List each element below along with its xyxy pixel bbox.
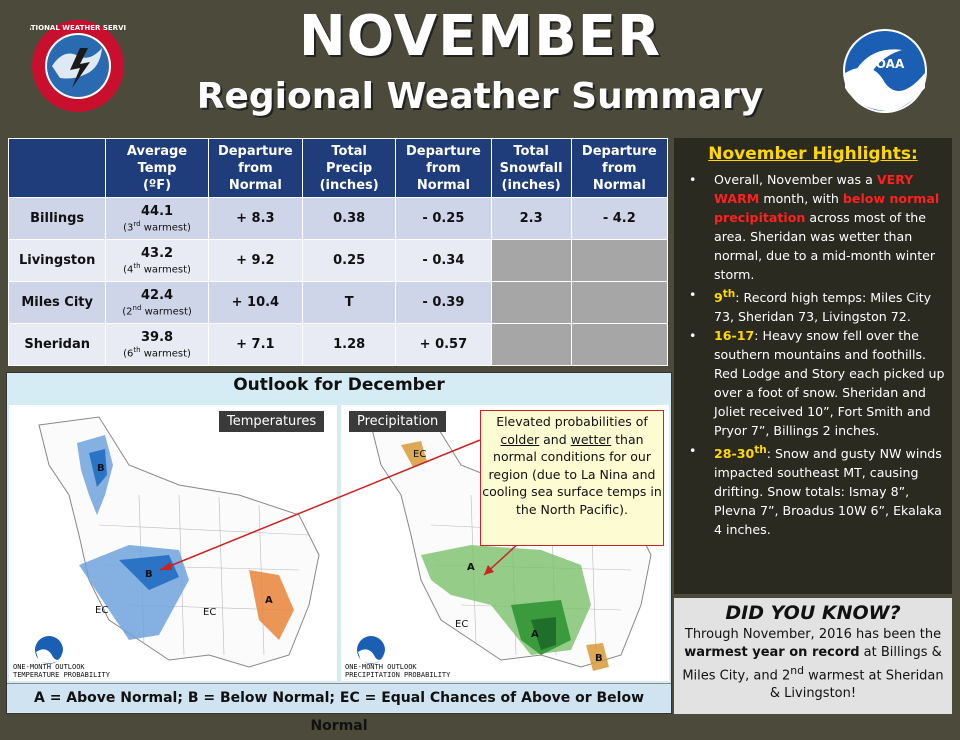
- total-snowfall: [490, 239, 572, 282]
- precip-departure: + 0.57: [395, 323, 492, 366]
- snow-departure: [570, 281, 669, 324]
- snow-departure: - 4.2: [570, 197, 669, 240]
- temp-departure: + 7.1: [207, 323, 304, 366]
- header-avg-temp: Average Temp (ºF): [105, 138, 209, 198]
- temperatures-tag: Temperatures: [219, 411, 325, 432]
- table-row: Billings 44.1 (3rd warmest) + 8.3 0.38 - …: [7, 197, 669, 240]
- noaa-logo-icon: NOAA: [843, 29, 927, 113]
- avg-temp: 44.1: [140, 203, 174, 219]
- outlook-callout: Elevated probabilities of colder and wet…: [480, 410, 664, 546]
- header-blank: [7, 138, 107, 198]
- precip-departure: - 0.39: [395, 281, 492, 324]
- svg-text:EC: EC: [413, 449, 426, 460]
- avg-temp: 43.2: [140, 245, 174, 261]
- bullet-icon: •: [689, 327, 697, 343]
- table-row: Livingston 43.2 (4th warmest) + 9.2 0.25 …: [7, 239, 669, 282]
- header-precip-departure: Departure from Normal: [395, 138, 492, 198]
- total-precip: 1.28: [301, 323, 397, 366]
- page-title: NOVEMBER: [298, 4, 662, 69]
- table-row: Sheridan 39.8 (6th warmest) + 7.1 1.28 + …: [7, 323, 669, 366]
- did-you-know-title: DID YOU KNOW?: [725, 602, 901, 624]
- city-name: Livingston: [7, 239, 107, 282]
- svg-text:A: A: [531, 629, 539, 640]
- header-total-snowfall: Total Snowfall (inches): [490, 138, 572, 198]
- svg-text:B: B: [595, 653, 603, 664]
- precip-departure: - 0.25: [395, 197, 492, 240]
- temp-departure: + 9.2: [207, 239, 304, 282]
- svg-text:EC: EC: [95, 605, 108, 616]
- total-precip: 0.38: [301, 197, 397, 240]
- header-total-precip: Total Precip (inches): [301, 138, 397, 198]
- temp-departure: + 8.3: [207, 197, 304, 240]
- highlight-item: • 28-30th: Snow and gusty NW winds impact…: [689, 442, 942, 538]
- outlook-title: Outlook for December: [233, 375, 445, 395]
- svg-text:EC: EC: [203, 607, 216, 618]
- precip-departure: - 0.34: [395, 239, 492, 282]
- city-name: Miles City: [7, 281, 107, 324]
- temp-rank: (6th warmest): [123, 345, 191, 360]
- did-you-know-panel: DID YOU KNOW? Through November, 2016 has…: [674, 598, 952, 714]
- highlight-item: • 9th: Record high temps: Miles City 73, …: [689, 286, 932, 324]
- nws-logo-icon: NATIONAL WEATHER SERVICE: [30, 20, 126, 112]
- nws-logo-text: NATIONAL WEATHER SERVICE: [30, 24, 126, 32]
- total-snowfall: [490, 323, 572, 366]
- avg-temp-cell: 42.4 (2nd warmest): [105, 281, 209, 324]
- outlook-legend: A = Above Normal; B = Below Normal; EC =…: [7, 683, 671, 734]
- header-temp-departure: Departure from Normal: [207, 138, 304, 198]
- temperature-map-caption: ONE-MONTH OUTLOOK TEMPERATURE PROBABILIT…: [13, 663, 110, 679]
- did-you-know-text: Through November, 2016 has been the warm…: [682, 627, 944, 702]
- total-snowfall: [490, 281, 572, 324]
- temp-departure: + 10.4: [207, 281, 304, 324]
- highlights-title: November Highlights:: [708, 144, 918, 164]
- header-snow-departure: Departure from Normal: [570, 138, 669, 198]
- total-precip: 0.25: [301, 239, 397, 282]
- bullet-icon: •: [689, 442, 697, 458]
- avg-temp-cell: 44.1 (3rd warmest): [105, 197, 209, 240]
- table-header-row: Average Temp (ºF) Departure from Normal Tota…: [7, 138, 669, 198]
- temperature-outlook-map: B B A EC EC Temperatures ONE-MONTH OUTLO…: [9, 405, 337, 681]
- highlights-panel: November Highlights: • Overall, November …: [674, 138, 952, 594]
- svg-text:A: A: [467, 562, 475, 573]
- city-name: Sheridan: [7, 323, 107, 366]
- highlights-list: • Overall, November was a VERY WARM month…: [686, 170, 948, 539]
- total-precip: T: [301, 281, 397, 324]
- precipitation-map-caption: ONE-MONTH OUTLOOK PRECIPITATION PROBABIL…: [345, 663, 451, 679]
- total-snowfall: 2.3: [490, 197, 572, 240]
- svg-text:B: B: [97, 463, 105, 474]
- svg-text:B: B: [145, 569, 153, 580]
- noaa-logo-text: NOAA: [866, 57, 905, 71]
- svg-text:A: A: [265, 595, 273, 606]
- temp-rank: (4th warmest): [123, 261, 191, 276]
- temperature-map-graphic: B B A EC EC: [9, 405, 337, 681]
- avg-temp: 42.4: [140, 287, 174, 303]
- highlight-item: • Overall, November was a VERY WARM month…: [689, 172, 940, 283]
- bullet-icon: •: [689, 286, 697, 302]
- avg-temp: 39.8: [140, 329, 174, 345]
- highlight-item: • 16-17: Heavy snow fell over the souther…: [689, 327, 945, 439]
- climate-table: Average Temp (ºF) Departure from Normal Tota…: [7, 138, 669, 366]
- precipitation-tag: Precipitation: [349, 411, 447, 432]
- avg-temp-cell: 39.8 (6th warmest): [105, 323, 209, 366]
- svg-text:EC: EC: [455, 619, 468, 630]
- avg-temp-cell: 43.2 (4th warmest): [105, 239, 209, 282]
- snow-departure: [570, 239, 669, 282]
- temp-rank: (3rd warmest): [123, 219, 191, 234]
- city-name: Billings: [7, 197, 107, 240]
- snow-departure: [570, 323, 669, 366]
- temp-rank: (2nd warmest): [122, 303, 192, 318]
- table-row: Miles City 42.4 (2nd warmest) + 10.4 T - …: [7, 281, 669, 324]
- bullet-icon: •: [689, 172, 697, 187]
- page-subtitle: Regional Weather Summary: [196, 76, 764, 117]
